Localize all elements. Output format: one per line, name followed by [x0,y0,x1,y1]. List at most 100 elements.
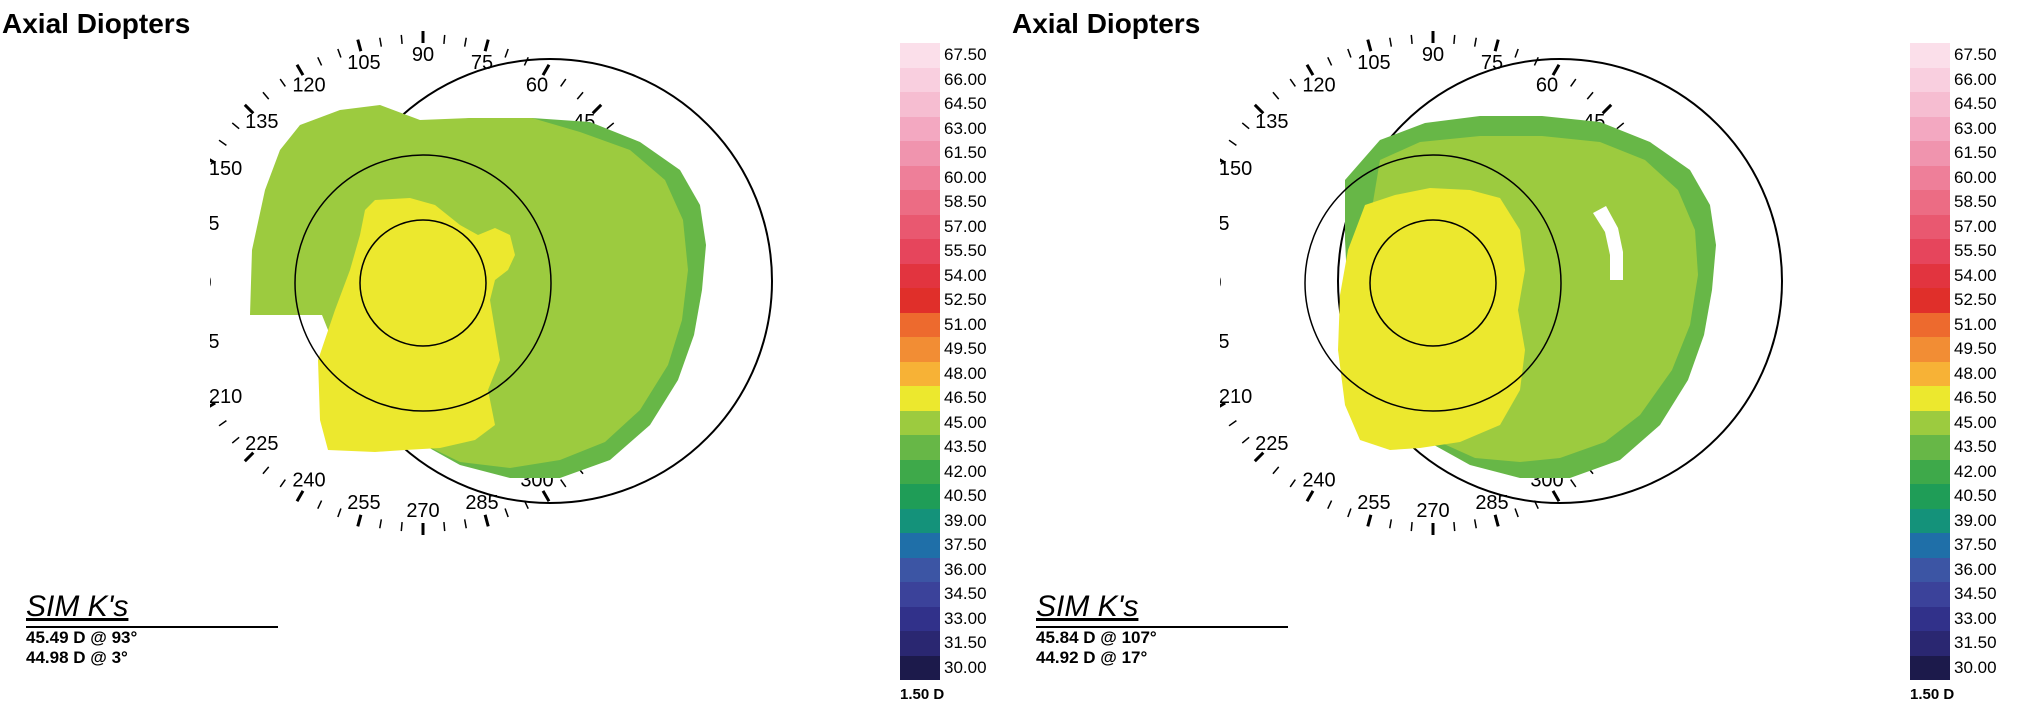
scale-row: 42.00 [900,459,1000,484]
scale-value: 45.00 [944,412,987,432]
scale-row: 61.50 [1910,141,2010,166]
scale-value: 60.00 [1954,167,1997,187]
scale-swatch [1910,435,1950,460]
dial-label: 225 [245,433,278,455]
dial-label: 120 [1302,75,1335,97]
scale-value: 57.00 [1954,216,1997,236]
scale-row: 54.00 [1910,263,2010,288]
scale-swatch [900,190,940,215]
dial-label: 255 [347,492,380,514]
scale-swatch [1910,288,1950,313]
sim-k-title: SIM K's [1036,590,1139,623]
dial-tick [317,500,323,509]
scale-row: 52.50 [900,288,1000,313]
dial-tick [279,78,286,87]
dial-tick [1253,451,1265,463]
dial-tick [576,91,584,100]
scale-row: 49.50 [900,337,1000,362]
dial-tick [1253,103,1265,115]
scale-swatch [1910,606,1950,631]
dial-tick [1347,508,1352,518]
dial-tick [243,103,255,115]
scale-step: 1.50 D [900,686,945,703]
scale-row: 45.00 [1910,410,2010,435]
dial-tick [1366,39,1373,52]
outer-ring [1337,58,1783,504]
dial-label: 225 [1255,433,1288,455]
scale-value: 49.50 [1954,339,1997,358]
sim-k-title: SIM K's [26,590,129,623]
scale-value: 36.00 [944,559,987,579]
scale-value: 61.50 [944,143,987,162]
dial-label: 195 [1220,331,1229,353]
sim-k-steep: 45.84 D @ 107° [1036,628,1157,647]
scale-row: 34.50 [1910,582,2010,607]
scale-swatch [1910,386,1950,411]
scale-value: 58.50 [1954,192,1997,211]
dial-label: 210 [210,386,242,408]
dial-tick [1551,64,1561,76]
dial-label: 150 [1220,158,1252,180]
scale-swatch [1910,214,1950,239]
scale-swatch [900,655,940,680]
dial-label: 180 [1220,272,1222,294]
dial-label: 150 [210,158,242,180]
scale-row: 58.50 [1910,190,2010,215]
scale-value: 48.00 [1954,363,1997,383]
sim-k-readout: SIM K's 45.84 D @ 107° 44.92 D @ 17° [1036,590,1288,668]
dial-tick [231,436,240,444]
dial-tick [1272,91,1280,100]
dial-tick [295,490,305,502]
scale-value: 33.00 [944,608,987,628]
map-title: Axial Diopters [1012,8,1201,39]
scale-value: 31.50 [944,633,987,652]
dial-label: 255 [1357,492,1390,514]
sim-k-flat: 44.98 D @ 3° [26,648,128,667]
dial-tick [1347,48,1352,58]
dial-label: 240 [1302,469,1335,491]
dial-label: 270 [406,500,439,522]
dial-tick [1570,479,1577,488]
dial-tick [1586,91,1594,100]
dial-tick [356,514,363,527]
dial-tick [504,48,509,58]
dial-tick [1514,508,1519,518]
scale-swatch [1910,631,1950,656]
dial-label: 90 [412,44,434,66]
dial-label: 105 [347,52,380,74]
scale-value: 30.00 [1954,657,1997,677]
scale-value: 58.50 [944,192,987,211]
scale-swatch [1910,116,1950,141]
dial-label: 135 [245,111,278,133]
scale-swatch [900,582,940,607]
scale-swatch [900,459,940,484]
dial-label: 195 [210,331,219,353]
scale-row: 48.00 [1910,361,2010,386]
scale-row: 40.50 [1910,484,2010,509]
dial-tick [379,37,383,47]
scale-swatch [1910,43,1950,68]
scale-swatch [1910,239,1950,264]
ring-6mm [1304,154,1562,412]
scale-row: 34.50 [900,582,1000,607]
scale-value: 42.00 [944,461,987,481]
scale-row: 66.00 [900,67,1000,92]
scale-swatch [1910,190,1950,215]
scale-row: 61.50 [900,141,1000,166]
dial-tick [337,508,342,518]
scale-value: 34.50 [944,584,987,603]
scale-row: 40.50 [900,484,1000,509]
scale-swatch [900,67,940,92]
scale-swatch [1910,165,1950,190]
scale-value: 40.50 [1954,486,1997,505]
scale-row: 51.00 [900,312,1000,337]
color-scale: 67.50 66.00 64.50 63.00 61.50 60.00 58.50 57.00… [1910,43,2010,680]
scale-swatch [900,435,940,460]
dial-tick [1389,37,1393,47]
dial-tick [1241,436,1250,444]
scale-row: 55.50 [900,239,1000,264]
dial-tick [1453,34,1456,44]
map-title: Axial Diopters [2,8,191,39]
scale-value: 31.50 [1954,633,1997,652]
scale-value: 30.00 [944,657,987,677]
